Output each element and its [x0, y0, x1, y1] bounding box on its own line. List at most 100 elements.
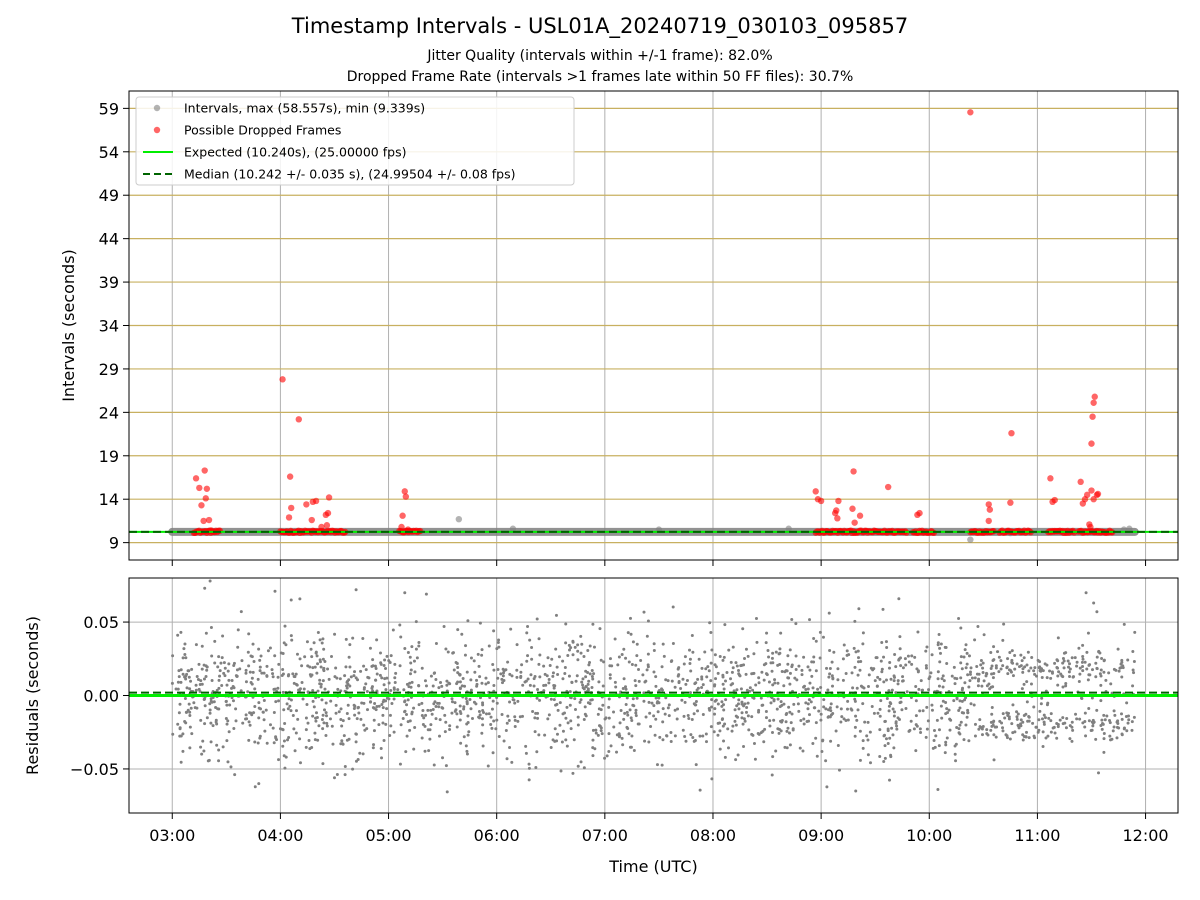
residual-point — [1077, 646, 1081, 650]
residual-point — [1100, 718, 1104, 722]
residual-point — [764, 709, 768, 713]
residual-point — [872, 667, 876, 671]
residual-point — [296, 717, 300, 721]
residual-point — [220, 684, 224, 688]
residual-point — [796, 702, 800, 706]
residual-point — [898, 656, 902, 660]
residual-point — [635, 654, 639, 658]
residual-point — [177, 675, 181, 679]
residual-point — [571, 771, 575, 775]
residual-point — [979, 663, 983, 667]
residual-point — [501, 674, 505, 678]
residual-point — [932, 729, 936, 733]
residual-point — [721, 682, 725, 686]
top-ytick-label-10: 59 — [99, 99, 119, 118]
residual-point — [633, 679, 637, 683]
residual-point — [434, 641, 438, 645]
residual-point — [1095, 708, 1099, 712]
residual-point — [811, 742, 815, 746]
residual-point — [994, 735, 998, 739]
residual-point — [385, 676, 389, 680]
residual-point — [745, 688, 749, 692]
residual-point — [324, 714, 328, 718]
residual-point — [455, 712, 459, 716]
residual-point — [505, 721, 509, 725]
residual-point — [943, 751, 947, 755]
dropped-point-17 — [308, 516, 315, 524]
residual-point — [552, 698, 556, 702]
residual-point — [825, 785, 829, 789]
residual-point — [723, 755, 727, 759]
residual-point — [409, 685, 413, 689]
residual-point — [869, 761, 873, 765]
residual-outlier-4 — [273, 589, 277, 593]
residual-point — [617, 735, 621, 739]
residual-point — [960, 667, 964, 671]
residual-point — [177, 711, 181, 715]
residual-point — [634, 663, 638, 667]
residual-point — [783, 745, 787, 749]
residual-point — [460, 684, 464, 688]
residual-point — [830, 674, 834, 678]
residual-outlier-15 — [1092, 601, 1096, 605]
residual-point — [250, 713, 254, 717]
residual-point — [822, 698, 826, 702]
residual-point — [853, 619, 857, 623]
residual-point — [293, 675, 297, 679]
residual-point — [879, 659, 883, 663]
residual-point — [319, 685, 323, 689]
residual-point — [563, 666, 567, 670]
residual-point — [554, 703, 558, 707]
residual-point — [734, 758, 738, 762]
residual-point — [722, 655, 726, 659]
residual-point — [564, 622, 568, 626]
residual-point — [718, 729, 722, 733]
residual-point — [1086, 678, 1090, 682]
residual-point — [1117, 726, 1121, 730]
residual-point — [966, 673, 970, 677]
residual-point — [537, 662, 541, 666]
residual-point — [481, 744, 485, 748]
residual-point — [1100, 727, 1104, 731]
residual-point — [564, 641, 568, 645]
residual-point — [582, 717, 586, 721]
residual-point — [1110, 691, 1114, 695]
residual-point — [592, 645, 596, 649]
residual-point — [590, 674, 594, 678]
residual-point — [1041, 745, 1045, 749]
residual-point — [763, 727, 767, 731]
residual-point — [417, 640, 421, 644]
residual-point — [348, 665, 352, 669]
residual-point — [989, 666, 993, 670]
residual-point — [1083, 711, 1087, 715]
dropped-point-6 — [203, 485, 211, 492]
residual-point — [530, 657, 534, 661]
residual-point — [403, 647, 407, 651]
residual-point — [1003, 716, 1007, 720]
residual-point — [613, 680, 617, 684]
residual-point — [973, 638, 977, 642]
residual-point — [892, 679, 896, 683]
residual-point — [408, 728, 412, 732]
residual-point — [216, 665, 220, 669]
residual-point — [1094, 675, 1098, 679]
residual-point — [770, 656, 774, 660]
residual-point — [992, 645, 996, 649]
residual-point — [966, 708, 970, 712]
residual-point — [992, 658, 996, 662]
residual-point — [339, 707, 343, 711]
residual-point — [566, 654, 570, 658]
residual-point — [1029, 682, 1033, 686]
residual-point — [334, 703, 338, 707]
residual-point — [704, 732, 708, 736]
residual-point — [786, 662, 790, 666]
residual-point — [1055, 722, 1059, 726]
residual-point — [814, 639, 818, 643]
residual-point — [339, 718, 343, 722]
residual-point — [414, 647, 418, 651]
residual-point — [966, 711, 970, 715]
residual-point — [341, 742, 345, 746]
residual-point — [470, 717, 474, 721]
residual-point — [1098, 672, 1102, 676]
residual-point — [336, 687, 340, 691]
